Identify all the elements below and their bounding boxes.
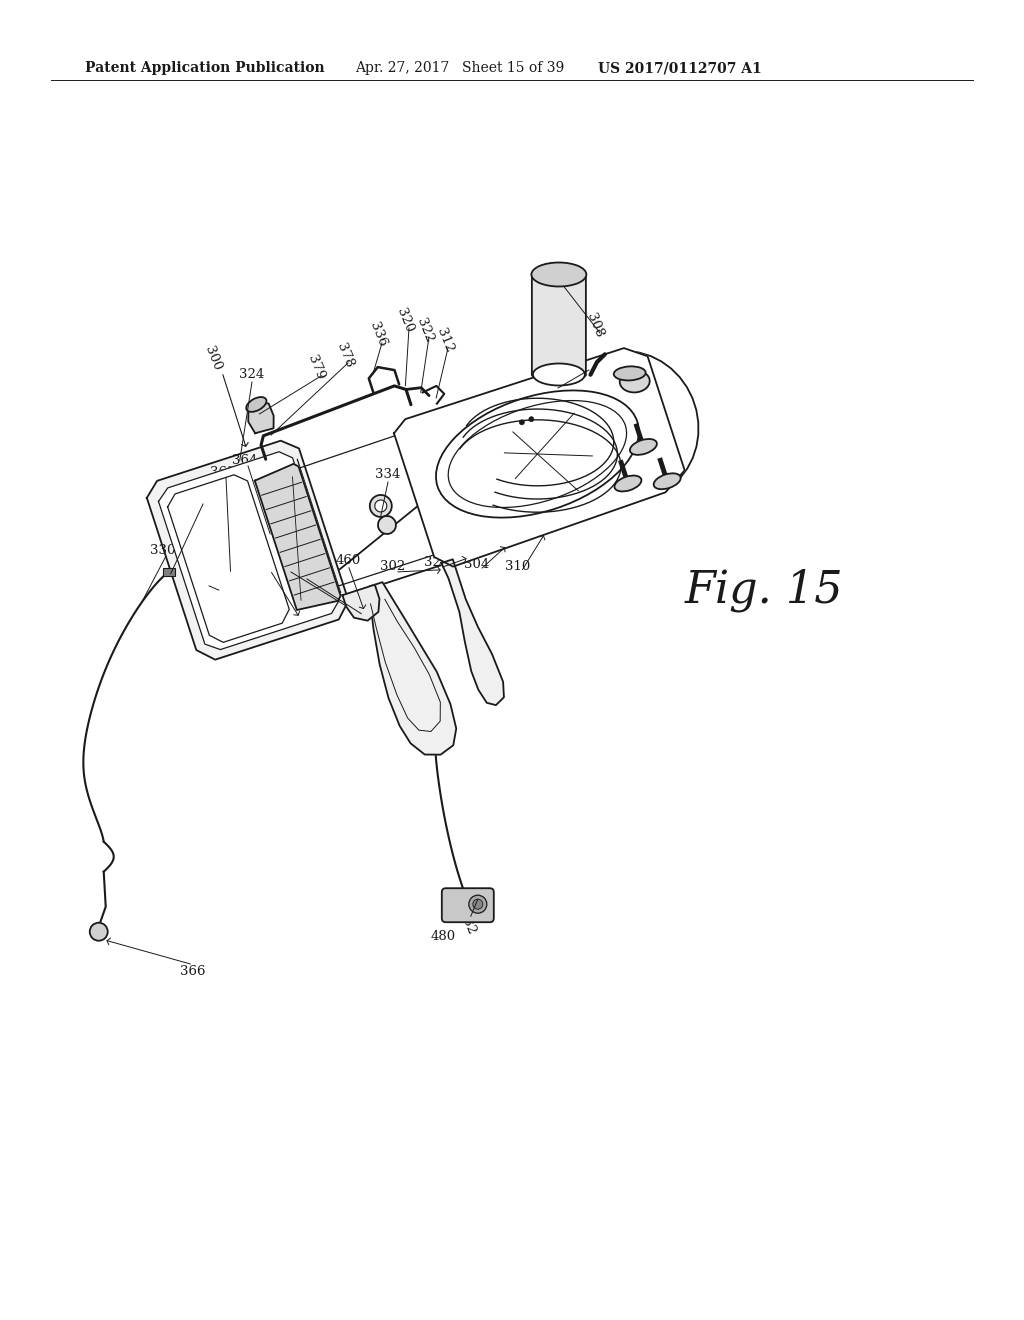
Ellipse shape xyxy=(473,899,482,909)
Ellipse shape xyxy=(449,400,627,507)
Polygon shape xyxy=(342,585,380,620)
Text: 306: 306 xyxy=(291,577,315,590)
Text: 336: 336 xyxy=(368,321,389,350)
Ellipse shape xyxy=(519,420,524,425)
Text: 362: 362 xyxy=(210,466,236,479)
Text: 482: 482 xyxy=(457,908,478,936)
Ellipse shape xyxy=(370,495,392,517)
Polygon shape xyxy=(370,582,457,755)
Text: Patent Application Publication: Patent Application Publication xyxy=(85,61,325,75)
Ellipse shape xyxy=(653,474,681,490)
Polygon shape xyxy=(199,351,698,620)
Text: 314: 314 xyxy=(257,557,283,570)
Text: 302: 302 xyxy=(380,561,406,573)
Ellipse shape xyxy=(532,363,585,385)
Text: 324: 324 xyxy=(240,368,264,381)
Polygon shape xyxy=(159,451,339,649)
Text: 326: 326 xyxy=(424,557,450,569)
Ellipse shape xyxy=(378,516,396,535)
Text: Fig. 15: Fig. 15 xyxy=(685,568,844,611)
Ellipse shape xyxy=(246,397,266,412)
Text: 366: 366 xyxy=(180,965,206,978)
Ellipse shape xyxy=(620,371,649,392)
Text: 300: 300 xyxy=(203,343,224,372)
Text: 308: 308 xyxy=(585,310,606,339)
Ellipse shape xyxy=(531,263,587,286)
Text: 312: 312 xyxy=(434,326,456,354)
Ellipse shape xyxy=(375,500,387,512)
Text: 379: 379 xyxy=(305,354,327,383)
Text: 328: 328 xyxy=(543,364,564,392)
Text: 378: 378 xyxy=(334,341,355,370)
FancyBboxPatch shape xyxy=(441,888,494,923)
Text: 322: 322 xyxy=(415,315,436,345)
Polygon shape xyxy=(168,475,289,643)
Polygon shape xyxy=(146,441,348,660)
Text: 310: 310 xyxy=(506,561,530,573)
Text: 364: 364 xyxy=(232,454,258,466)
Text: 480: 480 xyxy=(430,929,456,942)
Ellipse shape xyxy=(630,440,656,455)
Text: 336: 336 xyxy=(274,569,300,582)
Ellipse shape xyxy=(528,417,534,421)
Text: 330: 330 xyxy=(151,544,176,557)
Text: 320: 320 xyxy=(394,306,416,334)
Ellipse shape xyxy=(469,895,486,913)
Polygon shape xyxy=(255,463,341,610)
Ellipse shape xyxy=(613,367,646,380)
Text: Sheet 15 of 39: Sheet 15 of 39 xyxy=(462,61,564,75)
Text: 304: 304 xyxy=(464,558,489,572)
Ellipse shape xyxy=(614,475,641,491)
Text: 460: 460 xyxy=(336,553,360,566)
Text: Apr. 27, 2017: Apr. 27, 2017 xyxy=(355,61,450,75)
Ellipse shape xyxy=(436,391,639,517)
Text: 332: 332 xyxy=(187,503,213,516)
Polygon shape xyxy=(441,560,504,705)
Polygon shape xyxy=(248,401,273,433)
FancyBboxPatch shape xyxy=(531,272,586,376)
Polygon shape xyxy=(394,348,685,566)
Text: US 2017/0112707 A1: US 2017/0112707 A1 xyxy=(598,61,762,75)
Text: 334: 334 xyxy=(376,469,400,482)
Bar xyxy=(163,568,175,576)
Ellipse shape xyxy=(90,923,108,941)
